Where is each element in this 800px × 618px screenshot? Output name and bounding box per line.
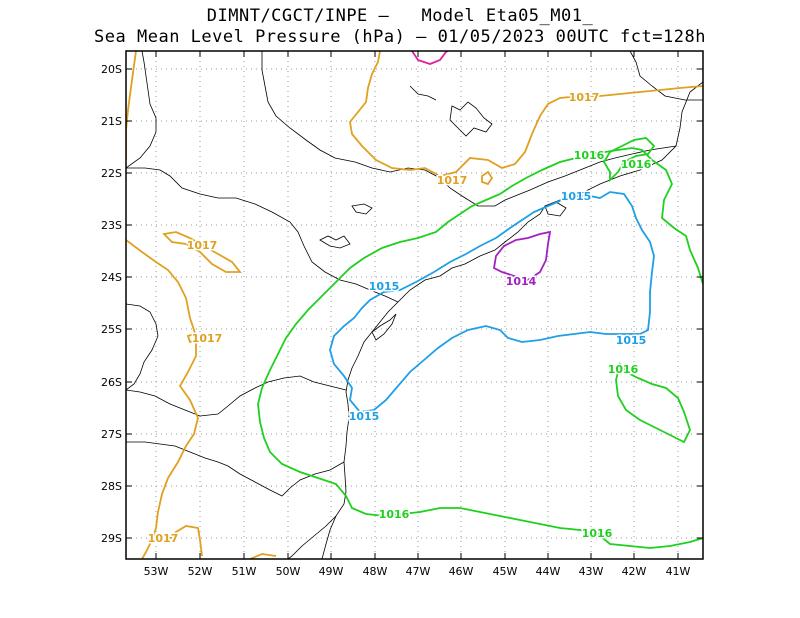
lon-tick-label: 53W — [144, 565, 169, 578]
contour-1013 — [411, 51, 449, 65]
lat-tick-label: 27S — [101, 428, 122, 441]
lat-lon-grid — [126, 51, 703, 559]
contour-label-1016: 1016 — [574, 149, 605, 162]
state-border-pr-sc — [126, 375, 347, 417]
state-border-sc-rs — [126, 441, 345, 497]
lagoon-rs — [321, 515, 337, 559]
reservoir-sp — [319, 235, 351, 249]
lon-tick-label: 51W — [232, 565, 257, 578]
contour-1017-west-edge — [126, 51, 137, 160]
contour-label-1017: 1017 — [437, 174, 468, 187]
lon-tick-label: 48W — [363, 565, 388, 578]
contour-label-1017: 1017 — [148, 532, 179, 545]
coastline-and-borders — [126, 51, 703, 559]
contour-label-1016: 1016 — [608, 363, 639, 376]
contour-label-1014: 1014 — [506, 275, 537, 288]
lon-tick-label: 44W — [536, 565, 561, 578]
lon-tick-label: 52W — [188, 565, 213, 578]
state-border-sp-mg — [261, 51, 506, 207]
chart-title-line1: DIMNT/CGCT/INPE – Model Eta05_M01_ — [206, 6, 594, 26]
lat-tick-label: 20S — [101, 63, 122, 76]
chart-title-line2: Sea Mean Level Pressure (hPa) – 01/05/20… — [94, 27, 706, 47]
contour-1016-se — [615, 361, 691, 444]
contour-label-1017: 1017 — [187, 239, 218, 252]
lon-tick-label: 45W — [493, 565, 518, 578]
lat-tick-label: 23S — [101, 219, 122, 232]
contour-label-1015: 1015 — [369, 280, 400, 293]
contour-1015-coastal — [329, 191, 655, 413]
ms-border — [126, 51, 157, 169]
lon-tick-label: 43W — [579, 565, 604, 578]
state-border-mg-es — [629, 51, 703, 101]
contour-label-1016: 1016 — [621, 158, 652, 171]
lon-tick-label: 49W — [319, 565, 344, 578]
lat-tick-label: 21S — [101, 115, 122, 128]
contour-label-1015: 1015 — [349, 410, 380, 423]
contour-labels: 1017 1017 1017 1017 1017 1016 1016 1016 1016 1016… — [146, 90, 653, 547]
contour-label-1016: 1016 — [379, 508, 410, 521]
lon-tick-label: 41W — [666, 565, 691, 578]
contour-1017-mg — [349, 51, 703, 177]
lon-tick-label: 50W — [276, 565, 301, 578]
island-sp — [351, 203, 373, 215]
contour-label-1015: 1015 — [616, 334, 647, 347]
guanabara-bay — [544, 201, 567, 217]
lat-tick-label: 26S — [101, 376, 122, 389]
contour-1017-south2 — [249, 553, 277, 559]
contour-label-1016: 1016 — [582, 527, 613, 540]
lat-tick-label: 25S — [101, 323, 122, 336]
contour-1017-small — [186, 332, 198, 344]
contours — [126, 51, 703, 559]
contour-1017-west-closed — [162, 231, 242, 273]
contour-1017-west-blob — [126, 239, 199, 559]
paranagua-bay — [371, 313, 397, 341]
contour-label-1017: 1017 — [569, 91, 600, 104]
lon-tick-label: 46W — [449, 565, 474, 578]
lat-tick-label: 28S — [101, 480, 122, 493]
contour-1017-closed-ring — [481, 170, 494, 186]
map-frame — [125, 50, 704, 560]
axis-ticks: 20S 21S 22S 23S 24S 25S 26S 27S 28S 29S 53W 52W 51W 5… — [101, 51, 703, 578]
reservoir-mg — [449, 101, 493, 137]
contour-1016-ne — [602, 137, 656, 183]
lon-tick-label: 47W — [406, 565, 431, 578]
lon-tick-label: 42W — [622, 565, 647, 578]
river-mg-1 — [409, 85, 437, 101]
contour-label-1017: 1017 — [192, 332, 223, 345]
state-border-mg-rj — [504, 145, 677, 201]
lat-tick-label: 22S — [101, 167, 122, 180]
state-border-sp-pr — [126, 167, 399, 303]
lat-tick-label: 29S — [101, 532, 122, 545]
map-layer — [126, 51, 703, 559]
lat-tick-label: 24S — [101, 271, 122, 284]
national-border — [126, 303, 159, 391]
contour-1014 — [493, 230, 552, 281]
contour-label-1015: 1015 — [561, 190, 592, 203]
contour-1016-main — [257, 147, 703, 549]
contour-1017-south — [167, 525, 203, 557]
